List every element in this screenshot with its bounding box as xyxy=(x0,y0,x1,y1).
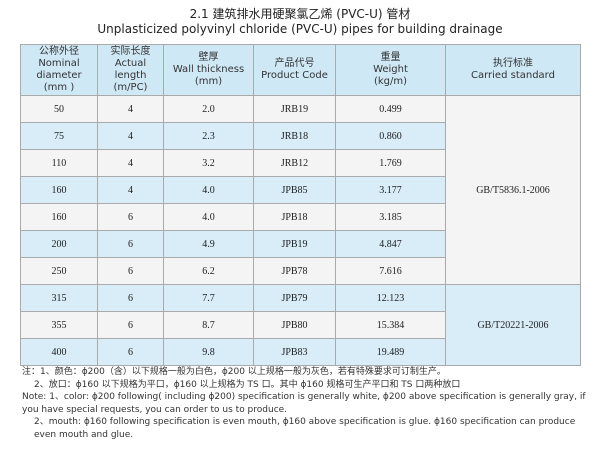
cell: 75 xyxy=(20,122,98,150)
header-line: 实际长度 xyxy=(110,46,151,57)
column-header: 公称外径 Nominal diameter (mm ) xyxy=(20,44,98,96)
table-row: 315 6 7.7 JPB79 12.123 GB/T20221-2006 xyxy=(20,284,581,366)
cell: 4.9 xyxy=(163,230,254,258)
cell: 315 xyxy=(20,284,98,312)
table-row: 160 6 4.0 JPB18 3.185 xyxy=(20,203,581,231)
cell: 160 xyxy=(20,176,98,204)
cell: 50 xyxy=(20,95,98,123)
header-line: Weight xyxy=(373,64,408,75)
table-row: 160 4 4.0 JPB85 3.177 xyxy=(20,176,581,204)
cell: JRB12 xyxy=(253,149,336,177)
note-line: 2、放口：ϕ160 以下规格为平口，ϕ160 以上规格为 TS 口。其中 ϕ16… xyxy=(34,379,461,390)
header-line: (mm) xyxy=(194,76,223,87)
cell: 6 xyxy=(97,338,164,366)
table-row: 400 6 9.8 JPB83 19.489 xyxy=(20,338,581,366)
cell: 15.384 xyxy=(335,311,446,339)
header-line: (kg/m) xyxy=(373,76,408,87)
cell: 7.7 xyxy=(163,284,254,312)
cell: JPB79 xyxy=(253,284,336,312)
cell: 355 xyxy=(20,311,98,339)
cell: 3.2 xyxy=(163,149,254,177)
cell: 200 xyxy=(20,230,98,258)
note-line: Note: 1、color: ϕ200 following( including… xyxy=(22,392,586,415)
cell: JPB78 xyxy=(253,257,336,285)
cell: 160 xyxy=(20,203,98,231)
cell: JRB19 xyxy=(253,95,336,123)
cell: 4 xyxy=(97,176,164,204)
table-row: 250 6 6.2 JPB78 7.616 xyxy=(20,257,581,285)
table-row: 200 6 4.9 JPB19 4.847 xyxy=(20,230,581,258)
title-en: Unplasticized polyvinyl chloride (PVC-U)… xyxy=(97,22,503,36)
title-zh: 2.1 建筑排水用硬聚氯乙烯 (PVC-U) 管材 xyxy=(189,7,411,21)
cell: 8.7 xyxy=(163,311,254,339)
cell: 19.489 xyxy=(335,338,446,366)
cell: JPB18 xyxy=(253,203,336,231)
header-line: (mm ) xyxy=(43,82,75,93)
column-header: 实际长度 Actual length (m/PC) xyxy=(97,44,164,96)
table-row: 110 4 3.2 JRB12 1.769 xyxy=(20,149,581,177)
cell: JRB18 xyxy=(253,122,336,150)
cell: 4.847 xyxy=(335,230,446,258)
header-line: Product Code xyxy=(261,70,328,81)
cell: 1.769 xyxy=(335,149,446,177)
cell: 6 xyxy=(97,230,164,258)
header-line: (m/PC) xyxy=(113,82,148,93)
header-line: Wall thickness xyxy=(172,64,245,75)
notes: 注：1、颜色：ϕ200（含）以下规格一般为白色，ϕ200 以上规格一般为灰色，若… xyxy=(22,366,587,441)
header-line: Nominal diameter xyxy=(36,58,82,81)
standard-cell: GB/T5836.1-2006 xyxy=(445,95,581,285)
note-line: 2、mouth: ϕ160 following specification is… xyxy=(34,417,576,440)
column-header: 执行标准 Carried standard xyxy=(445,44,581,96)
cell: 4 xyxy=(97,95,164,123)
cell: 2.0 xyxy=(163,95,254,123)
cell: 6 xyxy=(97,284,164,312)
header-row: 公称外径 Nominal diameter (mm ) 实际长度 Actual leng… xyxy=(20,44,581,96)
table-row: 355 6 8.7 JPB80 15.384 xyxy=(20,311,581,339)
header-line: Carried standard xyxy=(471,70,555,81)
table-row: 50 4 2.0 JRB19 0.499 GB/T5836.1-2006 xyxy=(20,95,581,285)
column-header: 重量 Weight (kg/m) xyxy=(335,44,446,96)
header-line: 公称外径 xyxy=(39,46,79,57)
note-line: 注：1、颜色：ϕ200（含）以下规格一般为白色，ϕ200 以上规格一般为灰色，若… xyxy=(22,367,446,377)
cell: 6 xyxy=(97,311,164,339)
cell: 3.177 xyxy=(335,176,446,204)
cell: 4.0 xyxy=(163,203,254,231)
cell: 0.860 xyxy=(335,122,446,150)
cell: 4 xyxy=(97,149,164,177)
cell: JPB19 xyxy=(253,230,336,258)
column-header: 壁厚 Wall thickness (mm) xyxy=(163,44,254,96)
cell: 0.499 xyxy=(335,95,446,123)
cell: 250 xyxy=(20,257,98,285)
header-line: 重量 xyxy=(380,52,401,63)
cell: 4.0 xyxy=(163,176,254,204)
cell: 4 xyxy=(97,122,164,150)
cell: 6 xyxy=(97,257,164,285)
cell: 2.3 xyxy=(163,122,254,150)
table-row: 75 4 2.3 JRB18 0.860 xyxy=(20,122,581,150)
cell: 7.616 xyxy=(335,257,446,285)
cell: 9.8 xyxy=(163,338,254,366)
pipe-table: 公称外径 Nominal diameter (mm ) 实际长度 Actual leng… xyxy=(20,44,581,366)
cell: JPB80 xyxy=(253,311,336,339)
header-line: 壁厚 xyxy=(198,52,219,63)
cell: 400 xyxy=(20,338,98,366)
cell: JPB85 xyxy=(253,176,336,204)
cell: 3.185 xyxy=(335,203,446,231)
cell: 12.123 xyxy=(335,284,446,312)
header-line: 执行标准 xyxy=(493,58,533,69)
cell: JPB83 xyxy=(253,338,336,366)
cell: 6.2 xyxy=(163,257,254,285)
header-line: Actual length xyxy=(114,58,147,81)
column-header: 产品代号 Product Code xyxy=(253,44,336,96)
standard-cell: GB/T20221-2006 xyxy=(445,284,581,366)
cell: 110 xyxy=(20,149,98,177)
cell: 6 xyxy=(97,203,164,231)
header-line: 产品代号 xyxy=(274,58,315,69)
